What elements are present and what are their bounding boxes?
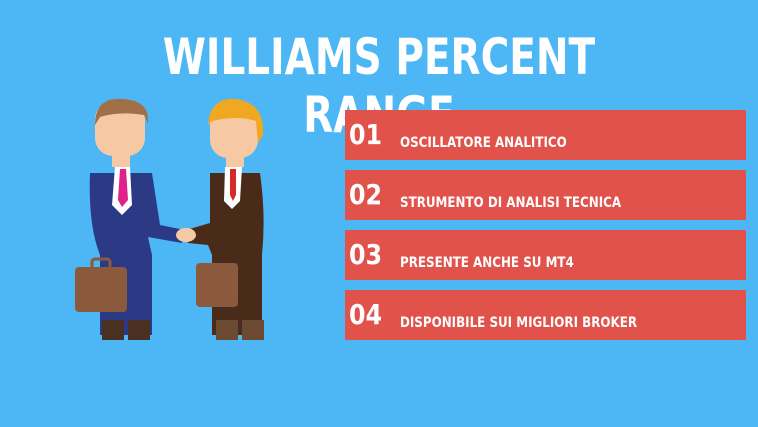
- feature-number: 02: [349, 178, 383, 211]
- feature-row: 03 PRESENTE ANCHE SU MT4: [345, 230, 746, 280]
- feature-row: 04 DISPONIBILE SUI MIGLIORI BROKER: [345, 290, 746, 340]
- feature-number: 01: [349, 118, 383, 151]
- feature-label: DISPONIBILE SUI MIGLIORI BROKER: [400, 315, 638, 331]
- feature-label: STRUMENTO DI ANALISI TECNICA: [400, 195, 622, 211]
- feature-number: 04: [349, 298, 383, 331]
- feature-row: 02 STRUMENTO DI ANALISI TECNICA: [345, 170, 746, 220]
- handshake-illustration: [75, 98, 270, 346]
- feature-label: PRESENTE ANCHE SU MT4: [400, 255, 574, 271]
- feature-number: 03: [349, 238, 383, 271]
- feature-row: 01 OSCILLATORE ANALITICO: [345, 110, 746, 160]
- feature-label: OSCILLATORE ANALITICO: [400, 135, 567, 151]
